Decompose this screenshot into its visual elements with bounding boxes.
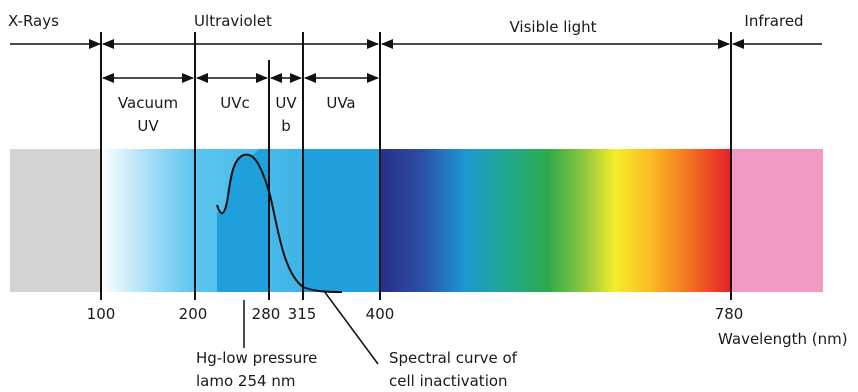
lamp-callout-1: Hg-low pressure (196, 349, 317, 367)
axis-label: Wavelength (nm) (718, 330, 848, 348)
inactivation-curve (216, 153, 343, 293)
xray-band (10, 149, 101, 292)
lamp-callout-2: lamo 254 nm (196, 372, 295, 390)
tick-315: 315 (288, 305, 317, 323)
label-uvb-2: b (281, 117, 291, 135)
boundary-lines (100, 32, 732, 300)
curve-callout-2: cell inactivation (389, 372, 508, 390)
tick-280: 280 (252, 305, 281, 323)
label-uvb-1: UV (275, 94, 297, 112)
label-uvc: UVc (220, 94, 250, 112)
label-vacuum-2: UV (137, 117, 159, 135)
curve-leader-line (323, 290, 379, 365)
tick-780: 780 (715, 305, 744, 323)
tick-400: 400 (366, 305, 395, 323)
infrared-band (731, 149, 823, 292)
vacuum-uv-band (101, 149, 195, 292)
label-xrays: X-Rays (8, 12, 59, 30)
label-vacuum-1: Vacuum (118, 94, 178, 112)
label-uva: UVa (326, 94, 355, 112)
uvc-absorption-area (217, 149, 380, 292)
curve-callout-1: Spectral curve of (389, 349, 518, 367)
label-visible: Visible light (509, 18, 596, 36)
spectrum-band (10, 149, 823, 292)
label-infrared: Infrared (744, 12, 803, 30)
label-ultraviolet: Ultraviolet (194, 12, 272, 30)
tick-100: 100 (87, 305, 116, 323)
visible-band (380, 149, 731, 292)
tick-200: 200 (179, 305, 208, 323)
